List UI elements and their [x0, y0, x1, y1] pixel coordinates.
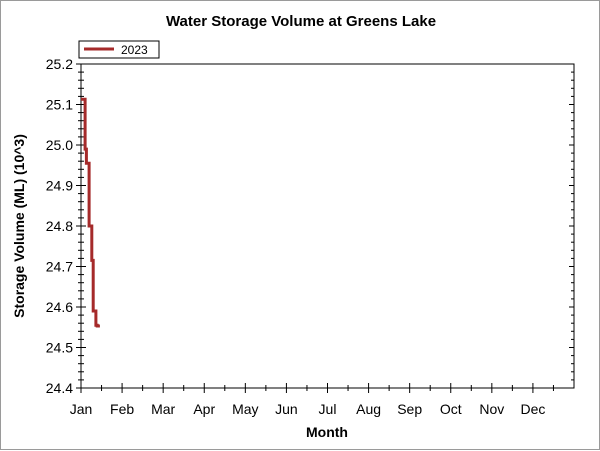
x-axis-label: Month: [306, 424, 348, 440]
y-tick-label: 24.5: [46, 340, 73, 356]
x-tick-label: Nov: [479, 401, 504, 417]
x-tick-label: Jan: [70, 401, 93, 417]
y-tick-label: 25.2: [46, 56, 73, 72]
y-tick-label: 24.8: [46, 218, 73, 234]
x-tick-label: Apr: [193, 401, 215, 417]
x-tick-label: Oct: [440, 401, 462, 417]
legend: 2023: [78, 40, 160, 59]
x-tick-label: Mar: [151, 401, 175, 417]
x-tick-label: Jun: [275, 401, 298, 417]
x-tick-label: Jul: [319, 401, 337, 417]
chart-title: Water Storage Volume at Greens Lake: [166, 13, 436, 30]
y-tick-label: 24.7: [46, 259, 73, 275]
x-tick-label: Feb: [110, 401, 134, 417]
y-tick-label: 25.0: [46, 137, 73, 153]
plot-area: [80, 63, 575, 389]
x-tick-label: Sep: [397, 401, 422, 417]
x-tick-label: Aug: [356, 401, 381, 417]
x-tick-label: Dec: [520, 401, 545, 417]
x-tick-label: May: [232, 401, 258, 417]
y-tick-label: 25.1: [46, 97, 73, 113]
y-tick-label: 24.9: [46, 178, 73, 194]
series-line-2023: [81, 97, 100, 328]
legend-box: [78, 40, 160, 59]
legend-label: 2023: [121, 43, 148, 57]
y-tick-label: 24.6: [46, 299, 73, 315]
y-tick-label: 24.4: [46, 380, 73, 396]
y-axis-label: Storage Volume (ML) (10^3): [11, 134, 27, 318]
